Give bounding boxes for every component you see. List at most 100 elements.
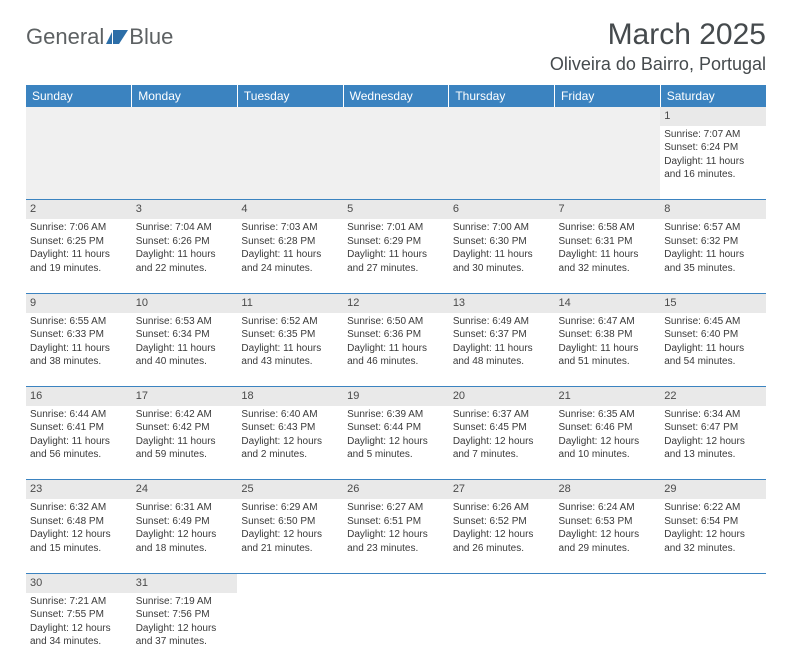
daylight-text: Daylight: 12 hours and 7 minutes. [453, 435, 551, 462]
sunset-text: Sunset: 6:36 PM [347, 328, 445, 342]
daylight-text: Daylight: 11 hours and 32 minutes. [559, 248, 657, 275]
day-number-cell [343, 107, 449, 126]
sunset-text: Sunset: 6:54 PM [664, 515, 762, 529]
calendar-day-cell: Sunrise: 6:47 AMSunset: 6:38 PMDaylight:… [555, 313, 661, 387]
daylight-text: Daylight: 12 hours and 32 minutes. [664, 528, 762, 555]
sunset-text: Sunset: 6:50 PM [241, 515, 339, 529]
calendar-day-cell: Sunrise: 6:40 AMSunset: 6:43 PMDaylight:… [237, 406, 343, 480]
sunset-text: Sunset: 6:43 PM [241, 421, 339, 435]
day-number-cell: 27 [449, 480, 555, 499]
calendar-day-cell [555, 593, 661, 667]
sunset-text: Sunset: 6:31 PM [559, 235, 657, 249]
brand-text-1: General [26, 24, 104, 50]
sunset-text: Sunset: 6:42 PM [136, 421, 234, 435]
daylight-text: Daylight: 12 hours and 10 minutes. [559, 435, 657, 462]
day-number-cell [660, 573, 766, 592]
sunset-text: Sunset: 6:46 PM [559, 421, 657, 435]
daylight-text: Daylight: 11 hours and 22 minutes. [136, 248, 234, 275]
sunrise-text: Sunrise: 6:58 AM [559, 221, 657, 235]
calendar-day-cell: Sunrise: 6:24 AMSunset: 6:53 PMDaylight:… [555, 499, 661, 573]
daylight-text: Daylight: 11 hours and 43 minutes. [241, 342, 339, 369]
sunrise-text: Sunrise: 6:32 AM [30, 501, 128, 515]
sunset-text: Sunset: 6:53 PM [559, 515, 657, 529]
calendar-day-cell: Sunrise: 6:58 AMSunset: 6:31 PMDaylight:… [555, 219, 661, 293]
weekday-header: Wednesday [343, 85, 449, 107]
day-number-cell: 18 [237, 387, 343, 406]
sunrise-text: Sunrise: 6:35 AM [559, 408, 657, 422]
weekday-header: Tuesday [237, 85, 343, 107]
day-number-cell [555, 107, 661, 126]
sunrise-text: Sunrise: 6:42 AM [136, 408, 234, 422]
calendar-day-cell: Sunrise: 7:21 AMSunset: 7:55 PMDaylight:… [26, 593, 132, 667]
title-block: March 2025 Oliveira do Bairro, Portugal [550, 18, 766, 75]
day-number-cell: 28 [555, 480, 661, 499]
calendar-day-cell: Sunrise: 7:03 AMSunset: 6:28 PMDaylight:… [237, 219, 343, 293]
calendar-day-cell [237, 593, 343, 667]
daylight-text: Daylight: 12 hours and 18 minutes. [136, 528, 234, 555]
sunset-text: Sunset: 6:38 PM [559, 328, 657, 342]
calendar-day-cell: Sunrise: 6:31 AMSunset: 6:49 PMDaylight:… [132, 499, 238, 573]
calendar-day-cell [449, 593, 555, 667]
calendar-day-cell [343, 593, 449, 667]
calendar-day-cell: Sunrise: 6:29 AMSunset: 6:50 PMDaylight:… [237, 499, 343, 573]
sunrise-text: Sunrise: 7:01 AM [347, 221, 445, 235]
sunset-text: Sunset: 6:28 PM [241, 235, 339, 249]
daylight-text: Daylight: 11 hours and 27 minutes. [347, 248, 445, 275]
sunrise-text: Sunrise: 6:40 AM [241, 408, 339, 422]
calendar-week-row: Sunrise: 7:07 AMSunset: 6:24 PMDaylight:… [26, 126, 766, 200]
day-number-cell [26, 107, 132, 126]
sunset-text: Sunset: 6:35 PM [241, 328, 339, 342]
sunset-text: Sunset: 6:26 PM [136, 235, 234, 249]
calendar-day-cell: Sunrise: 6:39 AMSunset: 6:44 PMDaylight:… [343, 406, 449, 480]
sunset-text: Sunset: 6:49 PM [136, 515, 234, 529]
calendar-day-cell: Sunrise: 7:04 AMSunset: 6:26 PMDaylight:… [132, 219, 238, 293]
sunset-text: Sunset: 6:41 PM [30, 421, 128, 435]
brand-text-2: Blue [129, 24, 173, 50]
sunrise-text: Sunrise: 6:22 AM [664, 501, 762, 515]
sunrise-text: Sunrise: 6:27 AM [347, 501, 445, 515]
day-number-cell: 9 [26, 293, 132, 312]
day-number-cell: 3 [132, 200, 238, 219]
sunrise-text: Sunrise: 7:19 AM [136, 595, 234, 609]
calendar-day-cell: Sunrise: 6:27 AMSunset: 6:51 PMDaylight:… [343, 499, 449, 573]
calendar-day-cell: Sunrise: 6:37 AMSunset: 6:45 PMDaylight:… [449, 406, 555, 480]
sunrise-text: Sunrise: 6:55 AM [30, 315, 128, 329]
daylight-text: Daylight: 11 hours and 46 minutes. [347, 342, 445, 369]
daylight-text: Daylight: 11 hours and 48 minutes. [453, 342, 551, 369]
sunrise-text: Sunrise: 7:04 AM [136, 221, 234, 235]
calendar-day-cell: Sunrise: 6:49 AMSunset: 6:37 PMDaylight:… [449, 313, 555, 387]
day-number-cell: 31 [132, 573, 238, 592]
sunset-text: Sunset: 6:25 PM [30, 235, 128, 249]
calendar-week-row: Sunrise: 6:55 AMSunset: 6:33 PMDaylight:… [26, 313, 766, 387]
day-number-row: 9101112131415 [26, 293, 766, 312]
day-number-cell: 22 [660, 387, 766, 406]
day-number-cell [237, 107, 343, 126]
daylight-text: Daylight: 11 hours and 38 minutes. [30, 342, 128, 369]
day-number-cell: 2 [26, 200, 132, 219]
calendar-day-cell: Sunrise: 6:57 AMSunset: 6:32 PMDaylight:… [660, 219, 766, 293]
sunset-text: Sunset: 6:24 PM [664, 141, 762, 155]
sunrise-text: Sunrise: 6:31 AM [136, 501, 234, 515]
location-label: Oliveira do Bairro, Portugal [550, 54, 766, 75]
calendar-day-cell: Sunrise: 7:06 AMSunset: 6:25 PMDaylight:… [26, 219, 132, 293]
sunrise-text: Sunrise: 6:53 AM [136, 315, 234, 329]
day-number-cell: 16 [26, 387, 132, 406]
calendar-day-cell: Sunrise: 7:19 AMSunset: 7:56 PMDaylight:… [132, 593, 238, 667]
sunrise-text: Sunrise: 6:29 AM [241, 501, 339, 515]
day-number-cell [555, 573, 661, 592]
day-number-cell: 5 [343, 200, 449, 219]
daylight-text: Daylight: 12 hours and 21 minutes. [241, 528, 339, 555]
calendar-day-cell [449, 126, 555, 200]
sunrise-text: Sunrise: 6:47 AM [559, 315, 657, 329]
sunset-text: Sunset: 6:37 PM [453, 328, 551, 342]
calendar-day-cell: Sunrise: 6:55 AMSunset: 6:33 PMDaylight:… [26, 313, 132, 387]
calendar-day-cell [237, 126, 343, 200]
weekday-header: Saturday [660, 85, 766, 107]
day-number-cell: 4 [237, 200, 343, 219]
daylight-text: Daylight: 12 hours and 23 minutes. [347, 528, 445, 555]
calendar-table: SundayMondayTuesdayWednesdayThursdayFrid… [26, 85, 766, 667]
weekday-header: Friday [555, 85, 661, 107]
sunset-text: Sunset: 6:30 PM [453, 235, 551, 249]
day-number-cell [237, 573, 343, 592]
day-number-row: 23242526272829 [26, 480, 766, 499]
